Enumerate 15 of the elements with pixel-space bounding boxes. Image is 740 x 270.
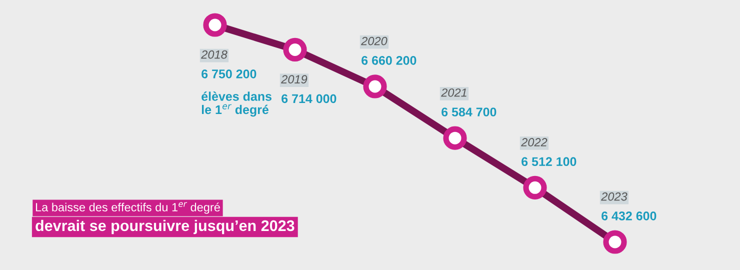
- annotation: élèves dans le 1$^{er}$ degré: [202, 92, 272, 117]
- x-tick-label: 2019: [281, 75, 308, 84]
- x-tick-label: 2021: [441, 88, 466, 97]
- annotation: La baisse des effectifs du 1$^{er}$ degré: [36, 202, 220, 214]
- data-label: 6 432 600: [602, 212, 656, 220]
- x-tick-label: 2023: [601, 192, 628, 201]
- data-label: 6 660 200: [362, 56, 416, 65]
- data-label: 6 584 700: [442, 108, 496, 116]
- x-tick-label: 2018: [201, 50, 228, 59]
- x-tick-label: 2022: [521, 138, 548, 146]
- data-label: 6 750 200: [202, 70, 256, 78]
- data-label: 6 512 100: [522, 157, 576, 166]
- data-label: 6 714 000: [282, 94, 336, 104]
- annotation: devrait se poursuivre jusqu’en 2023: [36, 220, 294, 234]
- x-tick-label: 2020: [361, 36, 388, 46]
